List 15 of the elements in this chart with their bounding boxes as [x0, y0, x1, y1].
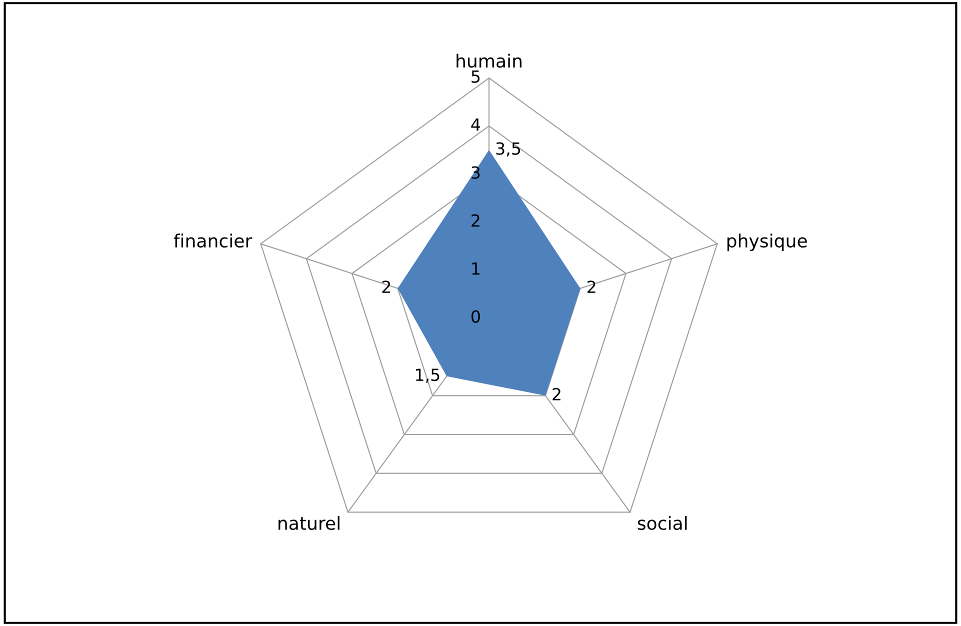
data-label: 1,5	[416, 368, 440, 383]
data-label: 2	[382, 280, 390, 293]
y-tick-label: 2	[472, 214, 480, 227]
spoke-label: physique	[727, 234, 807, 252]
data-label: 3,5	[496, 142, 520, 157]
spoke-label: naturel	[278, 516, 340, 530]
data-label: 2	[588, 280, 596, 293]
y-tick-label: 1	[472, 262, 480, 275]
spoke-label: social	[638, 516, 687, 530]
data-label: 2	[552, 388, 560, 400]
spoke-label: humain	[456, 54, 522, 68]
y-tick-label: 4	[471, 118, 480, 131]
spoke-label: financier	[174, 234, 252, 248]
y-tick-label: 0	[471, 310, 480, 323]
y-tick-label: 5	[472, 70, 480, 83]
